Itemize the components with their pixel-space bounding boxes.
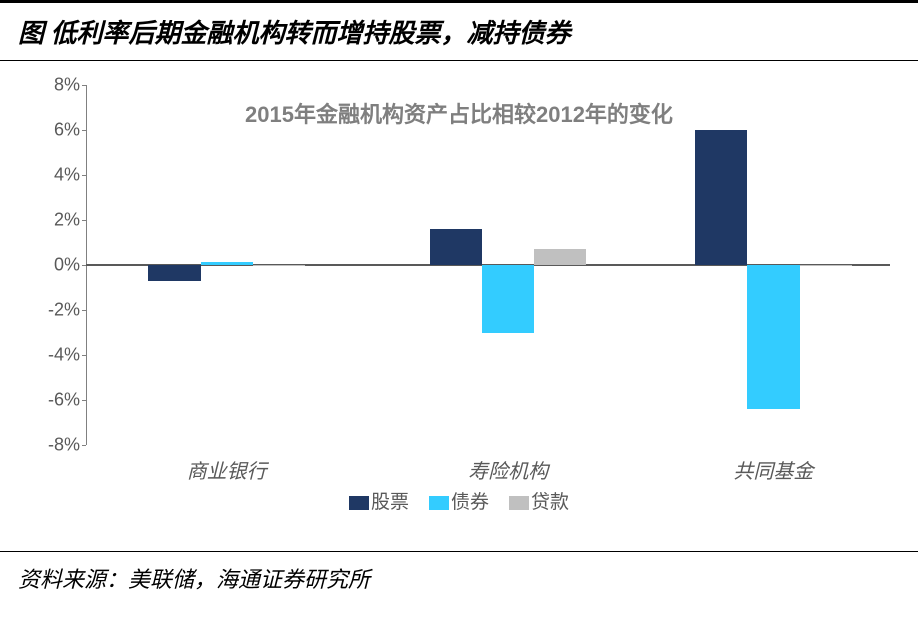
- y-tick-label: 2%: [54, 210, 80, 231]
- bar-贷款: [534, 249, 586, 265]
- legend-label: 债券: [451, 492, 489, 513]
- chart-area: 2015年金融机构资产占比相较2012年的变化 8%6%4%2%0%-2%-4%…: [28, 85, 890, 515]
- legend-swatch: [509, 496, 529, 510]
- y-tick: [82, 310, 86, 311]
- y-tick: [82, 85, 86, 86]
- y-tick-label: -2%: [48, 300, 80, 321]
- plot-region: 8%6%4%2%0%-2%-4%-6%-8%: [86, 85, 890, 445]
- legend-label: 贷款: [531, 492, 569, 513]
- legend-swatch: [429, 496, 449, 510]
- y-tick: [82, 175, 86, 176]
- bar-股票: [695, 130, 747, 265]
- legend: 股票 债券 贷款: [28, 487, 890, 514]
- y-tick: [82, 130, 86, 131]
- legend-swatch: [349, 496, 369, 510]
- bar-贷款: [253, 265, 305, 266]
- bar-贷款: [800, 265, 852, 266]
- bar-债券: [747, 265, 799, 409]
- y-tick-label: -8%: [48, 435, 80, 456]
- legend-item: 股票: [349, 487, 409, 514]
- bar-股票: [148, 265, 200, 281]
- x-category-label: 共同基金: [733, 455, 813, 484]
- y-tick-label: -6%: [48, 390, 80, 411]
- figure-title: 图 低利率后期金融机构转而增持股票，减持债券: [0, 0, 918, 61]
- x-category-label: 商业银行: [187, 455, 267, 484]
- source-text: 资料来源：美联储，海通证券研究所: [0, 551, 918, 594]
- y-tick-label: 0%: [54, 255, 80, 276]
- bar-股票: [430, 229, 482, 265]
- y-tick-label: 6%: [54, 120, 80, 141]
- y-tick-label: -4%: [48, 345, 80, 366]
- y-tick-label: 4%: [54, 165, 80, 186]
- y-tick-label: 8%: [54, 75, 80, 96]
- y-tick: [82, 220, 86, 221]
- bar-债券: [482, 265, 534, 333]
- legend-item: 债券: [429, 487, 489, 514]
- bar-债券: [201, 262, 253, 265]
- x-axis-labels: 商业银行 寿险机构 共同基金: [86, 455, 890, 483]
- x-category-label: 寿险机构: [468, 455, 548, 484]
- y-tick: [82, 445, 86, 446]
- y-tick: [82, 400, 86, 401]
- y-tick: [82, 355, 86, 356]
- legend-item: 贷款: [509, 487, 569, 514]
- legend-label: 股票: [371, 492, 409, 513]
